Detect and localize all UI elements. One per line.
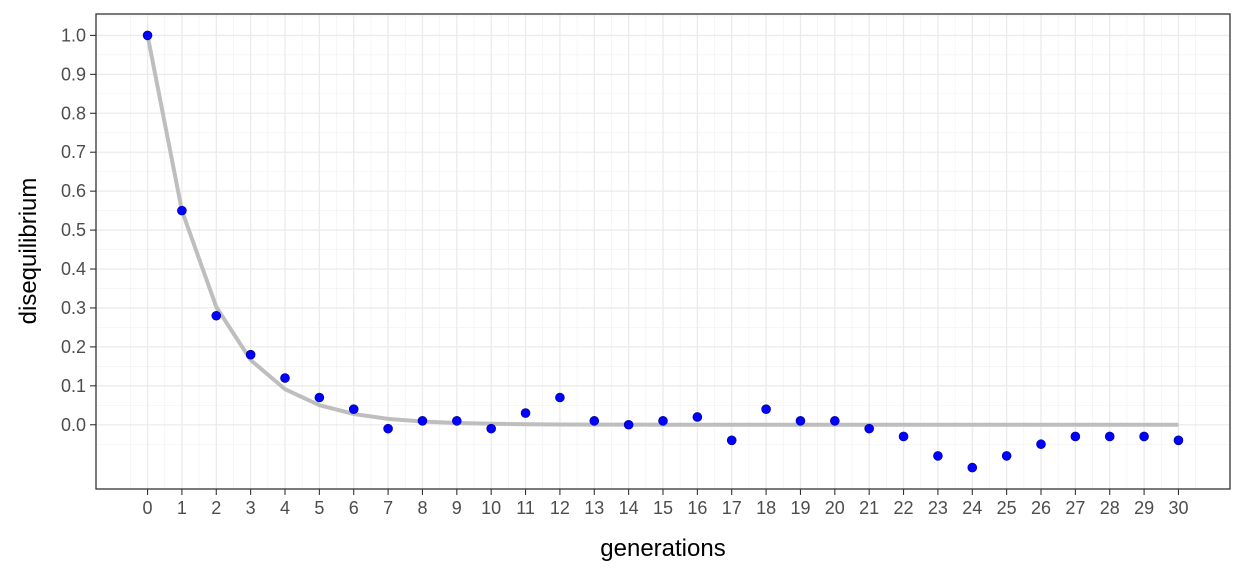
data-point bbox=[177, 205, 187, 216]
data-point bbox=[658, 416, 668, 426]
y-tick-label: 0.7 bbox=[61, 142, 86, 162]
x-tick-label: 15 bbox=[653, 498, 673, 518]
data-point bbox=[486, 423, 496, 434]
x-tick-label: 9 bbox=[452, 498, 462, 518]
x-tick-label: 6 bbox=[349, 498, 359, 518]
data-point bbox=[726, 435, 737, 446]
x-tick-label: 22 bbox=[894, 498, 914, 518]
x-tick-label: 20 bbox=[825, 498, 845, 518]
y-tick-label: 0.4 bbox=[61, 259, 86, 279]
x-axis-title: generations bbox=[600, 535, 725, 562]
grid-major bbox=[96, 14, 1230, 489]
data-point bbox=[864, 423, 874, 434]
y-axis-title: disequilibrium bbox=[15, 178, 42, 325]
y-tick-label: 0.3 bbox=[61, 298, 86, 318]
x-tick-label: 18 bbox=[756, 498, 776, 518]
x-tick-label: 5 bbox=[314, 498, 324, 518]
data-point bbox=[142, 30, 153, 41]
x-tick-label: 28 bbox=[1100, 498, 1120, 518]
x-tick-label: 4 bbox=[280, 498, 290, 518]
data-point bbox=[555, 392, 565, 403]
data-point bbox=[1104, 431, 1115, 442]
x-tick-label: 0 bbox=[143, 498, 153, 518]
data-point bbox=[1070, 431, 1081, 442]
x-tick-label: 7 bbox=[383, 498, 393, 518]
y-tick-label: 0.8 bbox=[61, 103, 86, 123]
y-tick-label: 1.0 bbox=[61, 25, 86, 45]
data-point bbox=[589, 416, 600, 426]
y-tick-label: 0.1 bbox=[61, 376, 86, 396]
data-point bbox=[211, 310, 222, 321]
y-axis-ticks: 0.0 0.1 0.2 0.3 0.4 0.5 0.6 0.7 0.8 0.9 1.0 bbox=[61, 25, 96, 435]
y-tick-label: 0.5 bbox=[61, 220, 86, 240]
data-point bbox=[417, 416, 428, 426]
data-point bbox=[967, 462, 978, 473]
y-tick-label: 0.0 bbox=[61, 415, 86, 435]
x-tick-label: 2 bbox=[211, 498, 221, 518]
data-point bbox=[898, 431, 909, 442]
x-tick-label: 16 bbox=[687, 498, 707, 518]
x-axis-ticks: 0 1 2 3 4 5 6 7 8 9 10 11 12 13 14 15 16 17 18 19 20 21 22 23 24… bbox=[143, 489, 1188, 518]
x-tick-label: 3 bbox=[246, 498, 256, 518]
x-tick-label: 17 bbox=[722, 498, 742, 518]
x-tick-label: 19 bbox=[790, 498, 810, 518]
data-point bbox=[280, 373, 290, 383]
data-point bbox=[245, 349, 256, 360]
data-point bbox=[933, 451, 943, 461]
y-tick-label: 0.6 bbox=[61, 181, 86, 201]
data-point bbox=[761, 404, 771, 414]
y-tick-label: 0.2 bbox=[61, 337, 86, 357]
data-points bbox=[142, 30, 1184, 473]
x-tick-label: 23 bbox=[928, 498, 948, 518]
x-tick-label: 25 bbox=[997, 498, 1017, 518]
x-tick-label: 11 bbox=[516, 498, 535, 518]
x-tick-label: 14 bbox=[619, 498, 639, 518]
data-point bbox=[1001, 451, 1012, 461]
data-point bbox=[383, 423, 393, 434]
data-point bbox=[692, 412, 703, 422]
data-point bbox=[830, 416, 840, 426]
x-tick-label: 21 bbox=[859, 498, 879, 518]
data-point bbox=[1173, 435, 1184, 446]
x-tick-label: 1 bbox=[177, 498, 187, 518]
data-point bbox=[1036, 439, 1046, 450]
x-tick-label: 30 bbox=[1168, 498, 1188, 518]
y-tick-label: 0.9 bbox=[61, 64, 86, 84]
data-point bbox=[795, 416, 806, 426]
x-tick-label: 8 bbox=[417, 498, 427, 518]
x-tick-label: 26 bbox=[1031, 498, 1051, 518]
x-tick-label: 10 bbox=[481, 498, 501, 518]
x-tick-label: 27 bbox=[1065, 498, 1085, 518]
data-point bbox=[314, 392, 325, 403]
x-tick-label: 29 bbox=[1134, 498, 1154, 518]
data-point bbox=[348, 404, 359, 414]
x-tick-label: 24 bbox=[962, 498, 982, 518]
data-point bbox=[452, 416, 462, 426]
data-point bbox=[520, 408, 531, 418]
data-point bbox=[1139, 431, 1149, 442]
data-point bbox=[623, 419, 634, 430]
x-tick-label: 12 bbox=[550, 498, 570, 518]
x-tick-label: 13 bbox=[584, 498, 604, 518]
